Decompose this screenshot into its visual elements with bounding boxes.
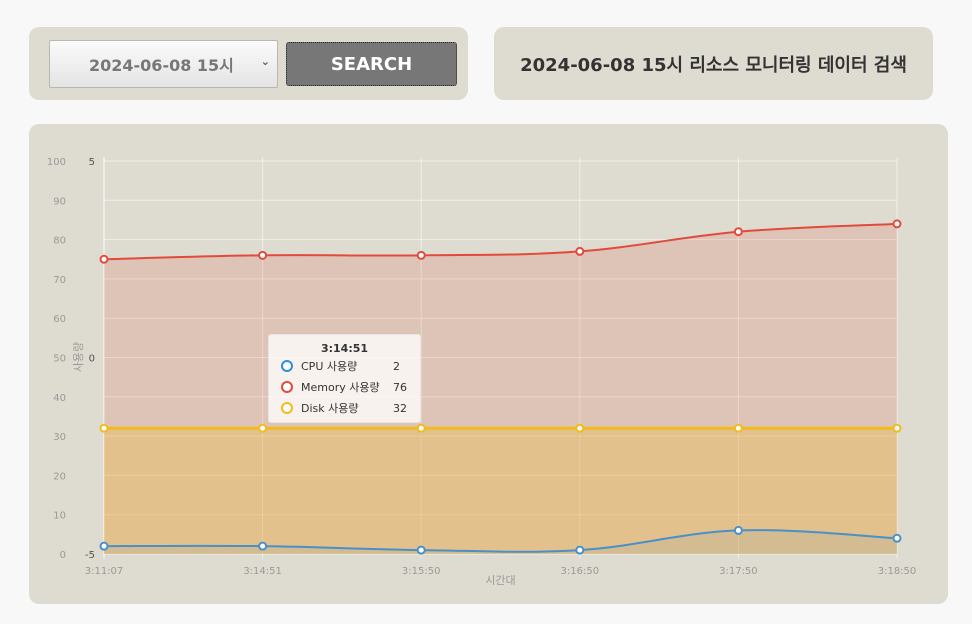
memory-data-point bbox=[575, 246, 585, 256]
x-tick-label: 3:15:50 bbox=[402, 566, 441, 577]
tooltip-label: CPU 사용량 bbox=[301, 360, 358, 373]
tooltip-row-cpu: CPU 사용량 2 bbox=[281, 358, 400, 374]
cpu-data-point bbox=[99, 541, 109, 551]
tooltip-value: 2 bbox=[393, 359, 400, 373]
memory-data-point bbox=[99, 254, 109, 264]
x-tick-label: 3:16:50 bbox=[561, 566, 600, 577]
tooltip-label: Disk 사용량 bbox=[301, 402, 359, 415]
secondary-y-tick-label: 5 bbox=[89, 157, 95, 168]
disk-data-point bbox=[258, 423, 268, 433]
chart-panel bbox=[29, 124, 948, 604]
chevron-down-icon: ⌄ bbox=[260, 55, 270, 68]
tooltip-value: 32 bbox=[393, 401, 407, 415]
y-axis-title: 사용량 bbox=[72, 342, 85, 372]
cpu-data-point bbox=[892, 533, 902, 543]
disk-data-point bbox=[733, 423, 743, 433]
y-tick-label: 90 bbox=[53, 196, 66, 207]
disk-data-point bbox=[99, 423, 109, 433]
x-axis-title: 시간대 bbox=[485, 574, 515, 587]
secondary-y-tick-label: -5 bbox=[85, 550, 95, 561]
y-tick-label: 70 bbox=[53, 275, 66, 286]
memory-data-point bbox=[733, 227, 743, 237]
memory-legend-marker bbox=[281, 381, 293, 393]
memory-data-point bbox=[258, 250, 268, 260]
y-tick-label: 30 bbox=[53, 432, 66, 443]
y-tick-label: 20 bbox=[53, 471, 66, 482]
tooltip-value: 76 bbox=[393, 380, 407, 394]
y-tick-label: 50 bbox=[53, 354, 66, 365]
cpu-data-point bbox=[258, 541, 268, 551]
page-title: 2024-06-08 15시 리소스 모니터링 데이터 검색 bbox=[520, 54, 907, 76]
memory-series-line bbox=[103, 222, 898, 261]
search-button[interactable]: SEARCH bbox=[286, 42, 457, 86]
chart-tooltip: 3:14:51 CPU 사용량 2 Memory 사용량 76 Disk 사용량… bbox=[268, 334, 421, 423]
x-tick-label: 3:17:50 bbox=[719, 566, 758, 577]
cpu-data-point bbox=[575, 545, 585, 555]
y-tick-label: 40 bbox=[53, 393, 66, 404]
disk-data-point bbox=[416, 423, 426, 433]
cpu-series-area bbox=[104, 530, 897, 554]
cpu-data-point bbox=[733, 525, 743, 535]
tooltip-row-disk: Disk 사용량 32 bbox=[281, 400, 407, 416]
secondary-y-tick-label: 0 bbox=[89, 354, 95, 365]
x-tick-label: 3:18:50 bbox=[878, 566, 917, 577]
y-tick-label: 60 bbox=[53, 314, 66, 325]
y-tick-label: 80 bbox=[53, 236, 66, 247]
tooltip-label: Memory 사용량 bbox=[301, 381, 380, 394]
disk-data-point bbox=[892, 423, 902, 433]
x-tick-label: 3:11:07 bbox=[85, 566, 124, 577]
y-tick-label: 100 bbox=[47, 157, 66, 168]
y-tick-label: 0 bbox=[60, 550, 66, 561]
memory-data-point bbox=[416, 250, 426, 260]
disk-legend-marker bbox=[281, 402, 293, 414]
cpu-legend-marker bbox=[281, 360, 293, 372]
date-hour-select-value: 2024-06-08 15시 bbox=[89, 56, 234, 75]
x-tick-label: 3:14:51 bbox=[243, 566, 282, 577]
cpu-data-point bbox=[416, 545, 426, 555]
disk-data-point bbox=[575, 423, 585, 433]
memory-data-point bbox=[892, 219, 902, 229]
tooltip-title: 3:14:51 bbox=[320, 342, 369, 355]
tooltip-row-memory: Memory 사용량 76 bbox=[281, 379, 407, 395]
title-panel: 2024-06-08 15시 리소스 모니터링 데이터 검색 bbox=[494, 27, 933, 100]
disk-series-area bbox=[104, 428, 897, 554]
memory-series-area bbox=[104, 223, 897, 554]
cpu-series-line bbox=[103, 529, 898, 553]
y-tick-label: 10 bbox=[53, 511, 66, 522]
date-hour-select[interactable]: 2024-06-08 15시 ⌄ bbox=[49, 40, 278, 88]
